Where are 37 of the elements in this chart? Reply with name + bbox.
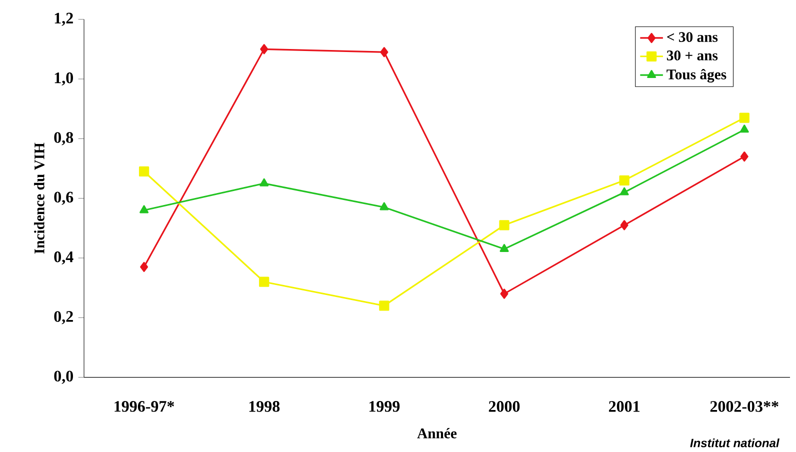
point <box>500 244 509 252</box>
y-tick-label: 0,0 <box>54 370 73 384</box>
legend-label: < 30 ans <box>667 32 718 42</box>
point <box>739 112 750 123</box>
point <box>499 220 510 230</box>
point <box>380 47 388 58</box>
point <box>619 175 630 186</box>
point <box>259 276 270 287</box>
x-tick-label: 1996-97* <box>114 401 174 412</box>
y-tick-label: 1,0 <box>54 72 73 86</box>
y-tick-label: 0,2 <box>54 311 73 324</box>
y-tick-label: 0,6 <box>54 192 74 205</box>
x-tick-label: 1999 <box>369 401 400 412</box>
point <box>138 166 150 177</box>
y-axis-title: Incidence du VIH <box>34 142 44 254</box>
point <box>140 205 149 214</box>
y-tick-label: 0,4 <box>54 251 74 265</box>
point <box>260 44 268 54</box>
point <box>140 262 148 272</box>
point <box>740 151 748 162</box>
point <box>379 300 390 311</box>
x-tick-label: 2001 <box>608 401 640 412</box>
point <box>620 187 629 196</box>
point <box>620 220 628 230</box>
point <box>500 288 508 299</box>
text: Institut national <box>690 438 780 448</box>
x-axis-title: Année <box>417 428 457 438</box>
x-tick-label: 2002-03** <box>710 401 778 412</box>
x-tick-label: 2000 <box>488 401 520 412</box>
point <box>380 202 389 210</box>
legend-label: Tous âges <box>666 68 726 83</box>
y-tick-label: 0,8 <box>54 132 74 146</box>
legend-label: 30 + ans <box>666 50 718 60</box>
y-tick-label: 1,2 <box>54 12 73 26</box>
point <box>740 124 749 133</box>
x-tick-label: 1998 <box>249 401 280 412</box>
point <box>260 178 269 186</box>
